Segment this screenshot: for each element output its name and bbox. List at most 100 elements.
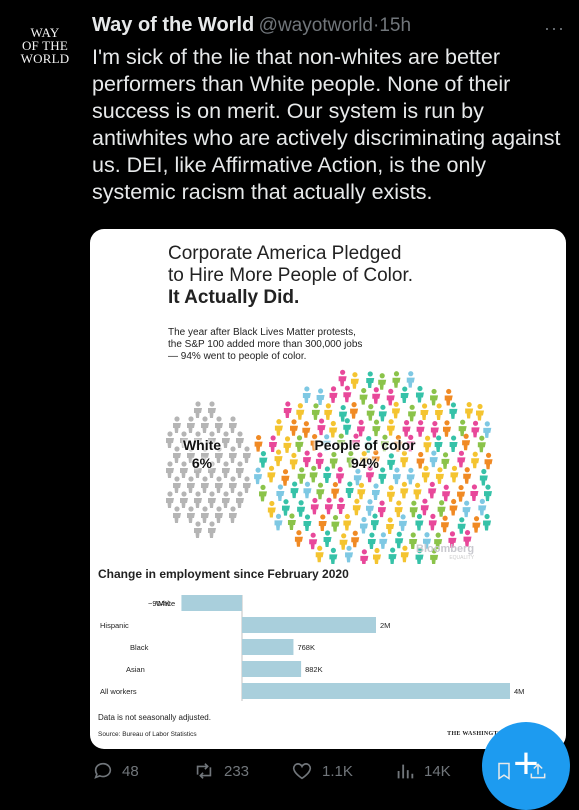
person-figure [329,547,338,565]
person-figure [229,476,237,493]
person-figure [343,418,352,435]
person-figure [267,500,276,518]
category-label: Black [130,643,149,652]
person-figure [194,431,202,448]
value-label: −904K [148,599,170,608]
person-figure [465,401,474,419]
person-figure [274,513,283,531]
person-figure [324,403,333,420]
person-figure [276,484,285,502]
person-figure [317,418,326,436]
person-figure [422,532,431,549]
reply-button[interactable]: 48 [92,760,139,782]
person-figure [406,434,415,452]
poc-label-text: People of color [314,437,416,453]
person-figure [372,419,381,437]
separator-dot: · [373,15,380,36]
person-figure [194,491,202,508]
person-figure [173,506,181,523]
like-button[interactable]: 1.1K [290,760,353,782]
subtitle-line: the S&P 100 added more than 300,000 jobs [168,339,363,350]
bar-hispanic [242,617,376,633]
media-image[interactable]: Corporate America Pledged to Hire More P… [90,229,566,749]
person-figure [366,465,375,483]
more-options-button[interactable]: ··· [544,18,565,38]
person-figure [329,386,338,403]
person-figure [373,547,382,565]
person-figure [387,485,396,502]
person-figure [428,481,437,499]
person-figure [429,450,438,468]
person-figure [294,530,303,547]
person-figure [346,450,355,468]
person-figure [187,416,195,433]
person-figure [222,461,230,478]
category-label: White [156,599,175,608]
avatar-line: OF THE [21,38,69,53]
person-figure [318,514,327,531]
person-figure [201,416,209,433]
person-figure [366,371,375,388]
title-bold-line: It Actually Did. [168,287,300,308]
avatar[interactable]: WAY OF THE WORLD [14,26,76,80]
person-figure [484,484,493,502]
person-figure [297,500,306,517]
person-figure [380,434,389,452]
employment-bar-chart: White−904K Hispanic 2M Black 768K Asian 882K Al… [100,595,524,701]
person-figure [296,403,305,420]
person-figure [367,532,376,550]
person-figure [378,467,387,484]
person-figure [462,433,471,451]
author-name[interactable]: Way of the World [92,14,255,36]
person-figure [325,497,334,515]
views-count: 14K [424,762,451,780]
person-figure [310,497,319,515]
person-figure [360,451,369,468]
infographic-subtitle: The year after Black Lives Matter protes… [168,327,428,363]
compose-post-button[interactable]: + [482,722,570,810]
white-label-text: White [182,437,222,453]
person-figure [457,517,466,534]
person-figure [457,484,466,502]
timestamp[interactable]: 15h [379,15,412,36]
person-figure [351,530,360,548]
publisher-logo: THE WASHINGTON POST [447,731,526,737]
person-figure [259,451,268,468]
person-figure [339,533,348,550]
author-handle[interactable]: @wayotworld [258,15,373,36]
person-figure [215,476,223,493]
chart-note: Data is not seasonally adjusted. [98,713,211,722]
person-figure [470,484,479,501]
bookmark-icon[interactable] [494,760,514,782]
person-figure [472,516,481,533]
person-figure [243,476,251,493]
person-figure [371,449,380,467]
person-figure [311,403,320,420]
category-label: Hispanic [100,621,129,630]
person-figure [408,404,417,422]
repost-button[interactable]: 233 [192,760,249,782]
subtitle-line: — 94% went to people of color. [168,351,307,362]
person-figure [394,434,403,452]
person-figure [366,404,375,421]
person-figure [399,514,408,531]
person-figure [428,513,437,531]
value-label: 2M [380,621,390,630]
person-figure [387,453,396,470]
person-figure [483,513,492,531]
person-figure [458,419,467,437]
person-figure [229,416,237,433]
share-icon[interactable] [528,760,548,782]
person-figure [442,484,451,502]
person-figure [435,403,444,420]
person-figure [303,514,312,531]
person-figure [166,461,174,478]
person-figure [457,450,466,468]
person-figure [415,548,424,565]
person-figure [437,500,446,517]
person-figure [329,420,338,438]
person-figure [402,420,411,437]
poc-pct: 94% [350,455,380,471]
person-figure [394,500,403,518]
views-button[interactable]: 14K [394,760,451,782]
